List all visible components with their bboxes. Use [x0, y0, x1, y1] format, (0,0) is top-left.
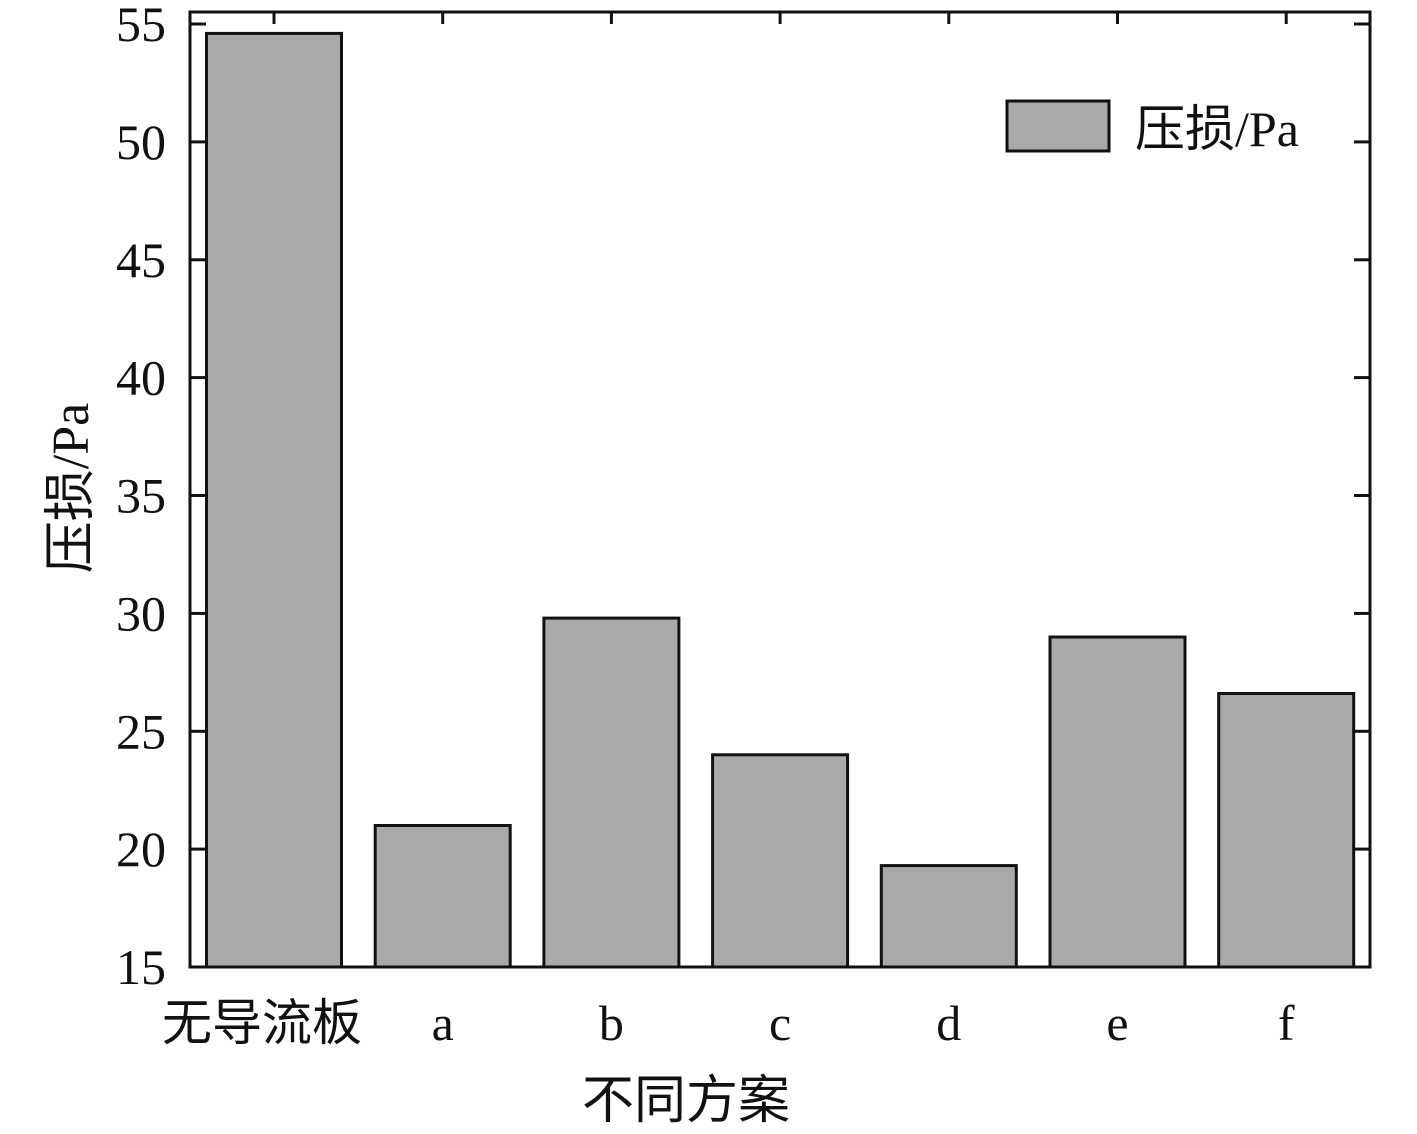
y-tick-label: 55 — [116, 0, 166, 52]
y-tick-label: 15 — [116, 939, 166, 995]
x-axis-title: 不同方案 — [582, 1073, 790, 1130]
bar-1 — [373, 824, 512, 969]
x-tick-labels: 无导流板 a b c d e f — [162, 995, 1295, 1051]
y-tick-label: 45 — [116, 232, 166, 288]
bars-layer — [205, 31, 1356, 969]
x-tick-label: b — [599, 995, 624, 1051]
legend-swatch — [1005, 99, 1111, 153]
bar-0 — [205, 31, 343, 969]
x-tick-label: d — [936, 995, 961, 1051]
x-tick-label: f — [1278, 995, 1295, 1051]
bar-5 — [1048, 635, 1187, 969]
y-tick-label: 20 — [116, 821, 166, 877]
legend-label: 压损/Pa — [1135, 101, 1299, 157]
bar-3 — [711, 753, 850, 969]
y-tick-labels: 15 20 25 30 35 40 45 50 55 — [116, 0, 166, 995]
y-tick-label: 30 — [116, 585, 166, 641]
x-tick-label: a — [432, 995, 454, 1051]
x-tick-label: e — [1106, 995, 1128, 1051]
ticks-layer — [190, 12, 1370, 969]
bar-2 — [542, 616, 681, 969]
y-tick-label: 50 — [116, 114, 166, 170]
x-tick-label: c — [769, 995, 791, 1051]
y-tick-label: 35 — [116, 468, 166, 524]
y-axis-title: 压损/Pa — [43, 403, 100, 573]
bar-4 — [879, 864, 1018, 969]
y-tick-label: 40 — [116, 350, 166, 406]
legend: 压损/Pa — [1005, 99, 1299, 157]
bar-6 — [1217, 692, 1356, 969]
y-tick-label: 25 — [116, 703, 166, 759]
x-tick-label: 无导流板 — [162, 995, 362, 1051]
